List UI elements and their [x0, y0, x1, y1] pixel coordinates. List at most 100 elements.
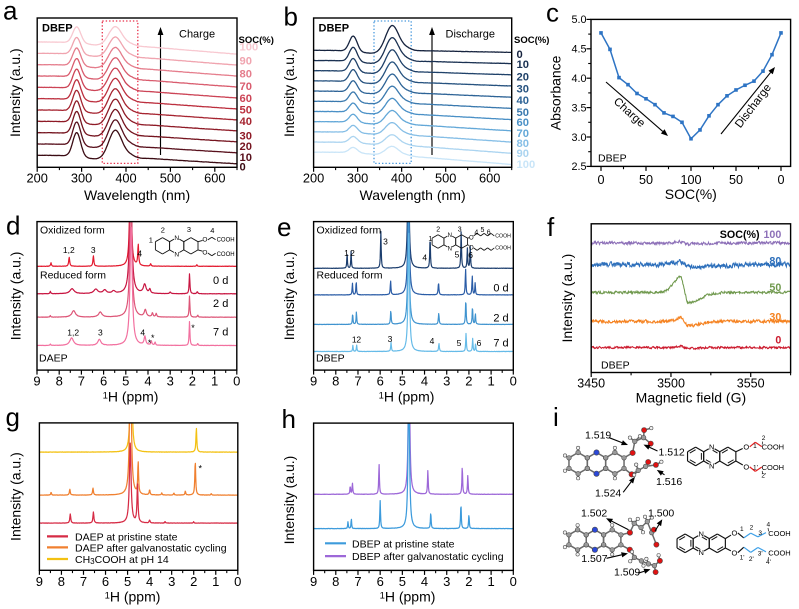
- svg-text:4: 4: [144, 374, 151, 389]
- svg-text:1: 1: [753, 443, 757, 450]
- svg-text:1.516: 1.516: [656, 476, 682, 488]
- svg-text:1.524: 1.524: [595, 488, 621, 500]
- svg-text:2: 2: [465, 574, 472, 589]
- svg-text:2: 2: [190, 574, 197, 589]
- svg-text:0: 0: [517, 49, 523, 61]
- svg-text:4': 4': [766, 559, 771, 566]
- svg-text:N: N: [174, 235, 179, 242]
- svg-text:COOH: COOH: [762, 463, 785, 472]
- svg-text:500: 500: [435, 171, 456, 186]
- svg-text:DBEP after galvanostatic cycli: DBEP after galvanostatic cycling: [352, 551, 504, 563]
- svg-text:8: 8: [332, 374, 339, 389]
- svg-text:CH3COOH at pH 14: CH3COOH at pH 14: [75, 554, 169, 566]
- svg-text:0: 0: [233, 374, 240, 389]
- svg-text:3500: 3500: [657, 376, 685, 390]
- svg-text:Oxidized form: Oxidized form: [40, 225, 105, 237]
- svg-text:DAEP at pristine state: DAEP at pristine state: [75, 531, 178, 543]
- svg-text:N: N: [448, 233, 452, 239]
- svg-text:4: 4: [146, 574, 153, 589]
- svg-text:9: 9: [36, 574, 43, 589]
- svg-text:Intensity (a.u.): Intensity (a.u.): [559, 254, 575, 343]
- svg-text:7: 7: [80, 574, 87, 589]
- svg-text:30: 30: [769, 312, 781, 324]
- svg-text:3: 3: [383, 237, 388, 247]
- svg-text:5: 5: [399, 574, 406, 589]
- svg-text:1H (ppm): 1H (ppm): [103, 388, 159, 404]
- svg-text:2: 2: [465, 374, 472, 389]
- svg-text:2: 2: [356, 335, 361, 345]
- svg-text:200: 200: [303, 171, 324, 186]
- svg-text:4: 4: [430, 336, 435, 346]
- svg-text:e: e: [277, 212, 291, 242]
- svg-text:1.509: 1.509: [614, 567, 640, 579]
- svg-text:*: *: [148, 338, 152, 348]
- svg-text:50: 50: [639, 173, 653, 187]
- svg-text:30: 30: [517, 84, 529, 96]
- svg-text:4: 4: [210, 226, 214, 235]
- svg-text:2: 2: [189, 374, 196, 389]
- svg-text:70: 70: [517, 128, 529, 140]
- svg-text:1.512: 1.512: [659, 447, 685, 459]
- svg-text:DBEP: DBEP: [601, 360, 630, 372]
- svg-text:COOH: COOH: [495, 246, 511, 252]
- svg-text:DBEP: DBEP: [319, 23, 350, 35]
- svg-text:20: 20: [240, 141, 252, 153]
- svg-text:0: 0: [597, 173, 604, 187]
- svg-text:N: N: [448, 247, 452, 253]
- svg-text:SOC(%): SOC(%): [514, 35, 549, 46]
- svg-text:2: 2: [436, 227, 440, 234]
- svg-text:5: 5: [455, 250, 460, 260]
- svg-text:8: 8: [332, 574, 339, 589]
- svg-text:N: N: [709, 443, 714, 452]
- svg-text:3550: 3550: [737, 376, 765, 390]
- svg-text:10: 10: [240, 152, 252, 164]
- svg-text:600: 600: [479, 171, 500, 186]
- svg-text:1,2: 1,2: [67, 328, 79, 338]
- svg-text:4: 4: [421, 574, 428, 589]
- svg-text:6: 6: [100, 374, 107, 389]
- svg-text:1H (ppm): 1H (ppm): [105, 588, 161, 604]
- svg-text:Absorbance: Absorbance: [548, 55, 564, 130]
- svg-text:h: h: [282, 404, 296, 434]
- svg-text:2: 2: [161, 225, 165, 234]
- svg-text:3: 3: [167, 374, 174, 389]
- svg-text:9: 9: [310, 374, 317, 389]
- svg-text:4: 4: [140, 328, 145, 338]
- svg-text:DBEP: DBEP: [316, 353, 345, 365]
- svg-text:6: 6: [477, 338, 482, 348]
- svg-text:Reduced form: Reduced form: [40, 270, 106, 282]
- svg-text:50: 50: [729, 173, 743, 187]
- svg-text:1H (ppm): 1H (ppm): [380, 588, 436, 604]
- svg-text:DBEP: DBEP: [42, 23, 73, 35]
- svg-text:2 d: 2 d: [493, 313, 508, 325]
- svg-text:5: 5: [457, 338, 462, 348]
- svg-text:DAEP after galvanostatic cycli: DAEP after galvanostatic cycling: [75, 542, 227, 554]
- svg-text:3.5: 3.5: [571, 102, 586, 114]
- svg-text:f: f: [547, 212, 555, 242]
- svg-text:7: 7: [354, 374, 361, 389]
- svg-text:1.500: 1.500: [648, 507, 674, 519]
- svg-text:0: 0: [240, 162, 246, 174]
- svg-text:30: 30: [240, 130, 252, 142]
- svg-text:Intensity (a.u.): Intensity (a.u.): [7, 48, 23, 137]
- svg-text:2: 2: [350, 248, 355, 258]
- svg-text:Intensity (a.u.): Intensity (a.u.): [8, 452, 24, 541]
- svg-text:60: 60: [517, 117, 529, 129]
- svg-text:2: 2: [762, 435, 766, 442]
- svg-text:O: O: [731, 548, 737, 557]
- svg-text:1: 1: [211, 374, 218, 389]
- svg-text:3: 3: [168, 574, 175, 589]
- svg-text:80: 80: [769, 256, 781, 268]
- svg-text:3: 3: [187, 225, 191, 234]
- svg-text:200: 200: [27, 171, 48, 186]
- svg-text:1.507: 1.507: [581, 553, 607, 565]
- svg-text:2': 2': [749, 556, 754, 563]
- svg-text:20: 20: [517, 71, 529, 83]
- svg-text:0: 0: [777, 173, 784, 187]
- svg-text:80: 80: [517, 138, 529, 150]
- svg-text:0 d: 0 d: [493, 283, 508, 295]
- svg-text:O: O: [469, 235, 474, 241]
- svg-text:100: 100: [763, 229, 781, 241]
- svg-text:*: *: [191, 323, 195, 333]
- svg-text:300: 300: [71, 171, 92, 186]
